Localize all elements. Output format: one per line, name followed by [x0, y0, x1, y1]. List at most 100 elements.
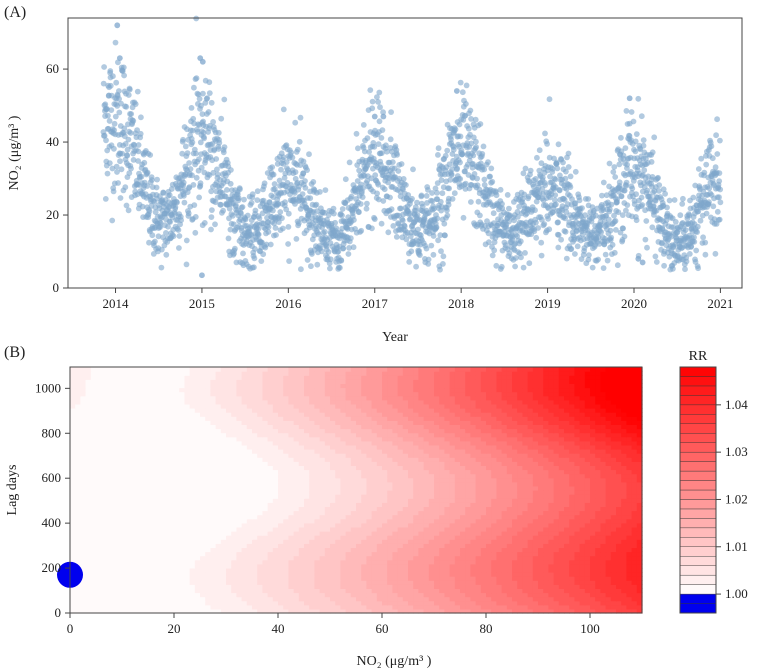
heat-cell: [345, 588, 352, 594]
heat-cell: [106, 522, 113, 528]
heat-cell: [439, 604, 445, 610]
heat-cell: [200, 567, 206, 573]
heat-cell: [137, 604, 144, 610]
data-point: [385, 229, 392, 236]
heat-cell: [449, 600, 456, 606]
heat-cell: [382, 563, 388, 569]
data-point: [363, 205, 370, 212]
heat-cell: [122, 543, 128, 548]
heat-cell: [278, 526, 284, 532]
heat-cell: [137, 555, 144, 561]
heat-cell: [512, 539, 518, 544]
data-point: [558, 236, 564, 243]
heat-cell: [314, 567, 321, 573]
heat-cell: [408, 580, 414, 585]
heat-cell: [298, 600, 305, 606]
heat-cell: [506, 580, 513, 585]
heat-cell: [356, 551, 362, 557]
data-point: [244, 212, 251, 219]
data-point: [421, 216, 428, 223]
heat-cell: [85, 584, 92, 589]
heat-cell: [626, 572, 633, 577]
data-point: [671, 197, 678, 203]
heat-cell: [418, 584, 425, 589]
heat-cell: [210, 543, 217, 548]
data-point: [277, 209, 284, 215]
heat-cell: [491, 526, 497, 532]
data-point: [214, 171, 221, 178]
heat-cell: [350, 563, 357, 569]
heat-cell: [96, 559, 102, 565]
heat-cell: [236, 563, 243, 569]
heat-cell: [616, 551, 622, 557]
heat-cell: [153, 547, 159, 553]
data-point: [210, 119, 217, 125]
heat-cell: [335, 584, 341, 589]
heat-cell: [631, 526, 638, 532]
heat-cell: [283, 567, 289, 573]
heat-cell: [361, 543, 367, 548]
heat-cell: [480, 526, 487, 532]
heat-cell: [168, 600, 175, 606]
heat-cell: [371, 596, 378, 602]
heat-cell: [501, 600, 508, 606]
heat-cell: [366, 563, 373, 569]
data-point: [562, 215, 568, 222]
heat-cell: [184, 563, 191, 569]
heat-cell: [116, 543, 123, 548]
heat-cell: [231, 563, 237, 569]
heat-cell: [621, 559, 627, 565]
heat-cell: [75, 600, 81, 606]
heat-cell: [501, 555, 508, 561]
heat-cell: [148, 531, 154, 536]
data-point: [546, 226, 553, 233]
heat-cell: [428, 551, 435, 557]
data-point: [150, 251, 157, 257]
heat-cell: [387, 547, 393, 553]
data-point: [473, 138, 479, 145]
heat-cell: [262, 531, 269, 536]
heat-cell: [111, 580, 118, 585]
data-point: [694, 229, 700, 236]
heat-cell: [137, 584, 144, 589]
heat-cell: [137, 522, 144, 528]
heat-cell: [335, 543, 341, 548]
heat-cell: [298, 592, 305, 598]
heat-cell: [361, 551, 367, 557]
heat-cell: [397, 592, 404, 598]
heat-cell: [122, 539, 128, 544]
heat-cell: [595, 596, 601, 602]
heat-cell: [418, 539, 425, 544]
data-point: [170, 233, 177, 240]
heat-cell: [278, 563, 284, 569]
heat-cell: [236, 555, 243, 561]
heat-cell: [241, 584, 248, 589]
heat-cell: [278, 600, 284, 606]
heat-cell: [480, 551, 487, 557]
heat-cell: [111, 584, 118, 589]
heat-cell: [262, 555, 269, 561]
heat-cell: [309, 600, 315, 606]
heat-cell: [408, 551, 414, 557]
heat-cell: [127, 563, 133, 569]
heat-cell: [361, 531, 367, 536]
heat-cell: [335, 572, 341, 577]
data-point: [167, 219, 174, 225]
heat-cell: [434, 555, 440, 561]
heat-cell: [304, 547, 310, 553]
heat-cell: [298, 551, 305, 557]
heat-cell: [397, 526, 404, 532]
data-point: [569, 196, 575, 203]
data-point: [331, 210, 337, 217]
heat-cell: [132, 572, 139, 577]
heat-cell: [496, 535, 503, 540]
heat-cell: [220, 600, 227, 606]
heat-cell: [423, 572, 430, 577]
data-point: [407, 216, 414, 222]
data-point: [666, 197, 673, 204]
data-point: [462, 168, 468, 175]
heat-cell: [85, 580, 92, 585]
heat-cell: [122, 547, 128, 553]
heat-cell: [231, 576, 237, 581]
heat-cell: [382, 535, 388, 540]
